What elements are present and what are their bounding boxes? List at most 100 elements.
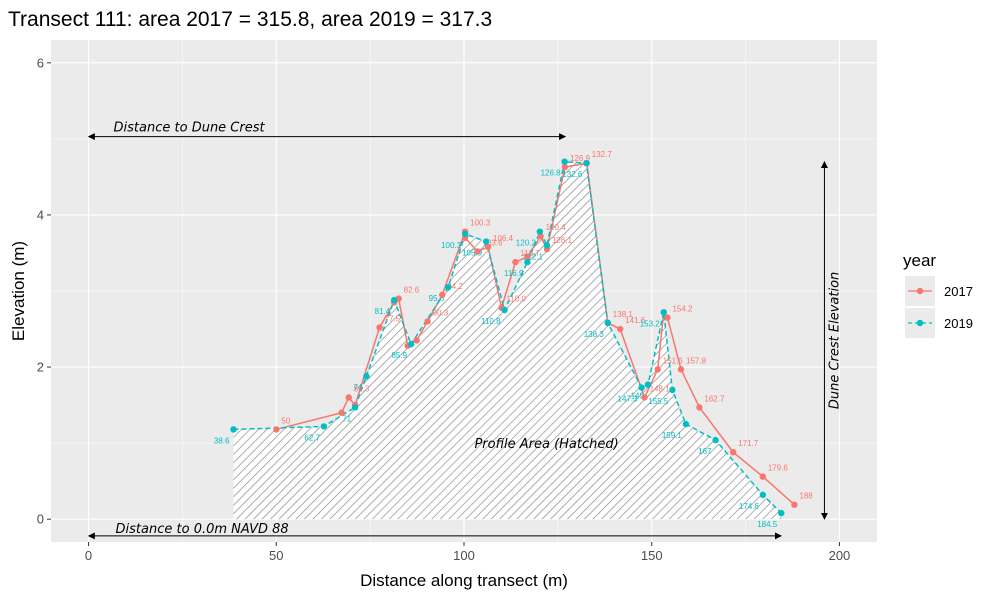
series-line-2019 (233, 160, 782, 514)
data-point-2017 (413, 337, 420, 344)
x-tick-label: 100 (453, 548, 475, 563)
y-axis-title: Elevation (m) (9, 241, 28, 341)
data-point-2019 (363, 372, 370, 380)
data-point-2017 (791, 501, 798, 508)
data-point-2017 (664, 314, 671, 321)
point-label-2019: 138.3 (584, 330, 605, 339)
point-label-2017: 126.9 (570, 154, 591, 163)
data-point-2017 (484, 243, 492, 251)
data-point-2019 (604, 319, 611, 327)
legend-label-2019: 2019 (944, 316, 973, 331)
point-label-2017: 82.6 (404, 286, 420, 295)
point-label-2019: 132.6 (562, 170, 583, 179)
data-point-2019 (583, 160, 590, 167)
legend-label-2017: 2017 (944, 284, 973, 299)
data-point-2017 (524, 253, 531, 260)
point-label-2017: 179.6 (768, 464, 789, 473)
data-point-2017 (474, 248, 481, 255)
x-tick-label: 150 (641, 548, 663, 563)
point-label-2019: 81.4 (375, 307, 391, 316)
data-point-2017 (654, 366, 661, 373)
point-label-2017: 89.3 (354, 384, 370, 393)
dune-crest-elevation-label: Dune Crest Elevation (827, 272, 842, 409)
navd88-distance-label: Distance to 0.0m NAVD 88 (116, 522, 289, 537)
x-tick-label: 200 (829, 548, 851, 563)
legend-title: year (903, 251, 936, 270)
point-label-2019: 105.9 (462, 249, 483, 258)
point-label-2019: 174.6 (739, 502, 760, 511)
data-point-2019 (461, 230, 469, 238)
point-label-2019: 153.2 (640, 319, 661, 328)
y-tick-label: 0 (37, 512, 44, 527)
profile-area-hatch (233, 161, 782, 520)
point-label-2019: 85.9 (391, 351, 407, 360)
data-point-2019 (543, 242, 551, 249)
axes-layer: 0 50 100 150 200 0 2 4 6 (37, 55, 851, 563)
data-point-2019 (638, 384, 645, 391)
point-label-2017: 77.5 (385, 315, 401, 324)
data-point-2017 (759, 473, 767, 480)
data-point-2019 (682, 420, 690, 428)
data-point-2017 (561, 163, 569, 171)
data-point-2019 (320, 423, 328, 430)
annotations-layer: Distance to Dune Crest Distance to 0.0m N… (87, 121, 842, 540)
point-label-2017: 126.1 (552, 236, 573, 245)
point-label-2017: 110.0 (507, 295, 527, 304)
data-point-2019 (660, 309, 667, 316)
data-point-2019 (445, 283, 452, 291)
legend: year 2017 2019 (903, 251, 973, 338)
point-label-2019: 149 (631, 392, 645, 401)
point-label-2019: 116.9 (504, 269, 524, 278)
profile-area-layer (233, 161, 782, 520)
point-label-2019: 159.1 (662, 431, 683, 440)
dune-crest-distance-label: Distance to Dune Crest (114, 121, 266, 136)
point-label-2019: 155.5 (648, 397, 669, 406)
point-label-2019: 167 (698, 447, 712, 456)
data-point-2019 (407, 341, 415, 348)
point-label-2017: 90.3 (433, 308, 449, 317)
point-label-2017: 120.4 (546, 223, 567, 232)
x-tick-label: 0 (85, 548, 92, 563)
x-tick-label: 50 (269, 548, 283, 563)
point-label-2017: 154.2 (672, 305, 693, 314)
data-point-2017 (273, 426, 280, 433)
data-point-2019 (712, 436, 719, 444)
point-label-2019: 95.8 (429, 294, 445, 303)
point-label-2017: 148.1 (650, 384, 671, 393)
point-label-2017: 138.1 (613, 310, 634, 319)
data-point-2017 (677, 366, 685, 373)
point-label-2017: 151.6 (663, 356, 684, 365)
point-label-2019: 100.3 (441, 241, 462, 250)
point-label-2019: 62.7 (304, 433, 320, 442)
data-point-2017 (730, 449, 737, 456)
data-point-2019 (524, 258, 531, 266)
y-tick-label: 2 (37, 360, 44, 375)
profile-area-label: Profile Area (Hatched) (474, 437, 618, 452)
point-label-2017: 132.7 (592, 150, 613, 159)
data-point-2019 (230, 426, 237, 433)
y-tick-label: 6 (37, 55, 44, 70)
chart-title: Transect 111: area 2017 = 315.8, area 20… (8, 8, 492, 31)
point-label-2019: 126.8 (541, 169, 562, 178)
data-point-2019 (482, 238, 490, 245)
data-point-2017 (641, 394, 648, 401)
point-label-2019: 147.3 (618, 395, 639, 404)
data-point-2017 (616, 325, 624, 333)
data-point-2017 (376, 324, 383, 331)
point-label-2017: 113.7 (520, 249, 540, 258)
legend-point-2017 (916, 287, 924, 295)
point-label-2019: 110.8 (481, 317, 501, 326)
point-label-2017: 50 (281, 416, 290, 425)
point-label-2017: 106.4 (493, 234, 514, 243)
point-label-2019: 184.5 (757, 520, 778, 529)
data-point-2019 (351, 404, 359, 411)
data-point-2019 (536, 228, 544, 235)
point-label-2017: 100.3 (470, 219, 491, 228)
data-point-2017 (345, 394, 352, 401)
point-label-2019: 120.2 (516, 239, 537, 248)
data-point-2019 (501, 306, 508, 314)
point-label-2017: 171.7 (738, 439, 759, 448)
data-point-2017 (338, 409, 345, 416)
